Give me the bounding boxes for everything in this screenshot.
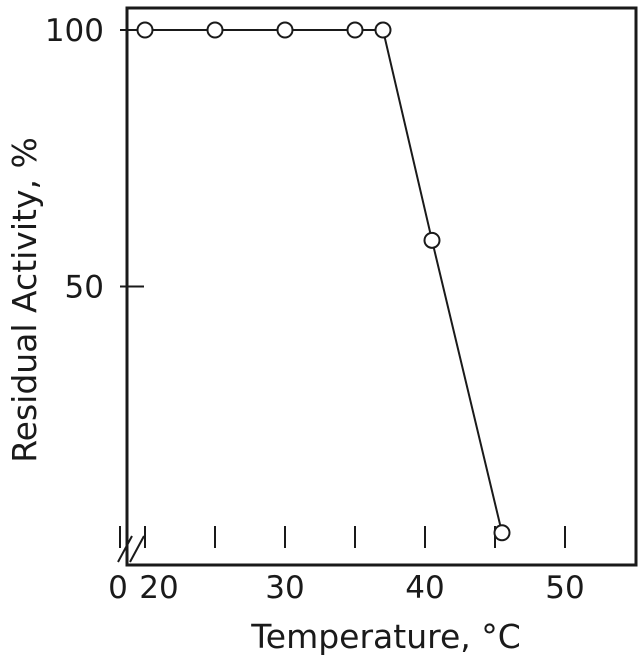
x-tick-label-50: 50 (545, 570, 584, 606)
x-tick-label-40: 40 (405, 570, 444, 606)
y-tick-label-100: 100 (45, 13, 104, 49)
y-tick-label-50: 50 (65, 270, 104, 306)
data-point-4 (346, 21, 364, 39)
x-tick-label-30: 30 (265, 570, 304, 606)
data-point-2 (206, 21, 224, 39)
series-line (127, 29, 503, 533)
plot-frame (125, 6, 638, 567)
y-axis-label: Residual Activity, % (5, 137, 44, 463)
y-ticks (120, 29, 144, 288)
data-point-1 (136, 21, 154, 39)
axis-break-slash-1 (117, 535, 133, 563)
x-axis-break (117, 535, 145, 563)
x-origin-label: 0 (108, 570, 128, 606)
x-axis-label: Temperature, °C (250, 617, 521, 656)
x-tick-label-20: 20 (139, 570, 178, 606)
x-tick-labels: 20 30 40 50 (139, 570, 584, 606)
axis-break-slash-2 (129, 535, 145, 563)
data-point-5 (374, 21, 392, 39)
data-point-6 (423, 231, 441, 249)
data-point-7 (493, 524, 511, 542)
y-tick-labels: 50 100 (45, 13, 104, 306)
data-point-3 (276, 21, 294, 39)
data-points (136, 21, 511, 542)
